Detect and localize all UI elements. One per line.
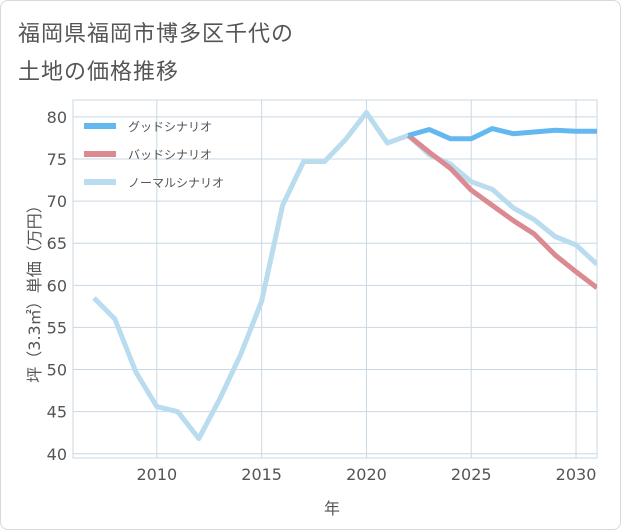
y-axis-label: 坪（3.3㎡）単価（万円） xyxy=(25,197,44,382)
legend-bad-scenario-label: バッドシナリオ xyxy=(128,148,212,162)
y-tick-label: 55 xyxy=(47,318,67,337)
y-tick-label: 80 xyxy=(47,108,67,127)
tick-labels: 40 45 50 55 60 65 70 75 80 2010 2015 2020 2025 2030 xyxy=(47,108,597,484)
x-tick-label: 2025 xyxy=(451,465,492,484)
chart-title-line-1: 福岡県福岡市博多区千代の xyxy=(18,22,295,47)
x-axis-label: 年 xyxy=(324,499,340,518)
chart-title-line-2: 土地の価格推移 xyxy=(18,60,180,85)
y-tick-label: 60 xyxy=(47,276,67,295)
normal-scenario-line xyxy=(92,110,597,442)
x-tick-label: 2030 xyxy=(556,465,597,484)
grid-lines xyxy=(72,99,598,459)
bad-scenario-line xyxy=(406,133,597,290)
plot-area-border xyxy=(72,99,598,459)
x-tick-label: 2010 xyxy=(136,465,177,484)
x-tick-label: 2015 xyxy=(241,465,282,484)
legend-good-scenario-label: グッドシナリオ xyxy=(128,120,212,134)
y-tick-label: 75 xyxy=(47,150,67,169)
x-tick-label: 2020 xyxy=(346,465,387,484)
y-tick-label: 45 xyxy=(47,403,67,422)
y-tick-label: 65 xyxy=(47,234,67,253)
series-lines xyxy=(92,110,597,442)
legend-normal-scenario-label: ノーマルシナリオ xyxy=(128,176,224,190)
y-tick-label: 50 xyxy=(47,361,67,380)
y-tick-label: 70 xyxy=(47,192,67,211)
good-scenario-line xyxy=(407,126,597,142)
y-tick-label: 40 xyxy=(47,445,67,464)
